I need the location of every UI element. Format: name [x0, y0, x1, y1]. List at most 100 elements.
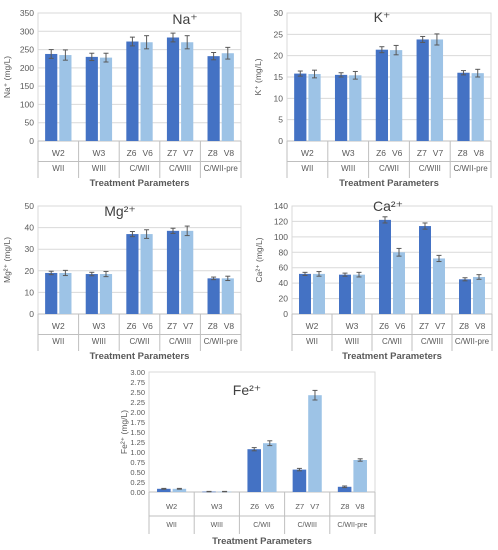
chart-fe-ytick-label: 1.75: [130, 418, 145, 427]
chart-na-bar: [99, 57, 113, 141]
chart-na-category-label: Z7: [167, 148, 177, 158]
chart-ca-ytick-label: 60: [279, 263, 289, 273]
chart-k-ytick-label: 20: [274, 51, 284, 61]
chart-fe-ytick-label: 2.75: [130, 378, 145, 387]
chart-k-bar: [390, 50, 403, 142]
chart-fe-bar: [263, 443, 277, 492]
chart-fe-category-label: Z7: [295, 502, 304, 511]
chart-mg-category-label: W2: [52, 321, 65, 331]
chart-k-bar: [457, 72, 470, 141]
chart-k-bar: [430, 39, 444, 141]
chart-mg-bar: [221, 278, 234, 314]
chart-fe-ytick-label: 3.00: [130, 368, 145, 377]
chart-ca-bar: [379, 219, 391, 314]
chart-ca-bar: [433, 258, 445, 314]
chart-ca-svg: 0 20 40 60 80 100 120 140 W2 WII W3 WIII Z6 V6 C/WII Z7…: [254, 198, 493, 362]
chart-k-ytick-label: 0: [278, 136, 283, 146]
chart-na-svg: 0 50 100 150 200 250 300 350 W2 WII W3 WIII Z6 V6 C/WI…: [2, 8, 242, 189]
chart-ca-y-axis-title: Ca²⁺ (mg/L): [254, 237, 264, 282]
chart-fe-bar: [172, 488, 187, 492]
chart-na-ytick-label: 100: [20, 99, 34, 109]
chart-fe-category-label: V8: [355, 502, 364, 511]
chart-k-bar: [334, 74, 348, 141]
chart-mg-group-label: WIII: [92, 337, 106, 346]
chart-k-group-label: WIII: [341, 164, 355, 173]
chart-k-category-label: Z7: [417, 148, 427, 158]
chart-ca-ytick-label: 20: [279, 294, 289, 304]
chart-fe-ytick-label: 1.25: [130, 438, 145, 447]
chart-ca-ytick-label: 100: [274, 232, 288, 242]
chart-mg-bar: [45, 272, 58, 314]
chart-k-category-label: Z8: [458, 148, 468, 158]
chart-mg: 0 10 20 30 40 50 W2 WII W3 WIII Z6 V6 C/WII Z7 V7 C/WII…: [0, 197, 245, 373]
chart-k-ytick-label: 30: [274, 8, 284, 18]
chart-k-svg: 0 5 10 15 20 25 30 W2 WII W3 WIII Z6 V6 C/WII Z7 V7 C/WI…: [253, 8, 492, 189]
chart-ca-x-axis-title: Treatment Parameters: [342, 351, 442, 362]
chart-ca-category-label: V6: [395, 321, 406, 331]
chart-mg-bar: [140, 234, 153, 314]
chart-na-y-axis-title: Na⁺ (mg/L): [2, 56, 12, 98]
chart-na-bar: [45, 53, 58, 141]
chart-ca-group-label: WIII: [345, 337, 359, 346]
chart-mg-category-label: V8: [224, 321, 235, 331]
chart-k-bar: [471, 73, 484, 141]
chart-fe-title: Fe²⁺: [233, 382, 261, 398]
chart-na-ytick-label: 300: [20, 26, 34, 36]
chart-fe-ytick-label: 2.50: [130, 388, 145, 397]
chart-k-group-label: WII: [301, 164, 313, 173]
chart-na-bar: [181, 42, 194, 141]
chart-na-ytick-label: 50: [25, 118, 35, 128]
chart-na-ytick-label: 150: [20, 81, 34, 91]
chart-fe-category-label: W3: [211, 502, 222, 511]
chart-fe-group-label: C/WII: [253, 522, 271, 529]
chart-fe-bar: [157, 488, 171, 492]
chart-mg-ytick-label: 50: [25, 201, 35, 211]
chart-na-bar: [207, 56, 220, 142]
chart-mg-title: Mg²⁺: [104, 203, 136, 219]
chart-mg-group-label: C/WIII: [169, 337, 191, 346]
chart-fe-ytick-label: 0.50: [130, 468, 145, 477]
chart-ca-category-label: V7: [435, 321, 446, 331]
chart-k-group-label: C/WIII: [419, 164, 441, 173]
chart-k-ytick-label: 15: [274, 72, 284, 82]
chart-ca-category-label: Z6: [379, 321, 389, 331]
chart-ca-category-label: Z8: [459, 321, 469, 331]
chart-na-ytick-label: 350: [20, 8, 34, 18]
chart-na-category-label: Z6: [127, 148, 137, 158]
chart-k-ytick-label: 10: [274, 93, 284, 103]
chart-k-ytick-label: 5: [278, 115, 283, 125]
chart-fe-category-label: Z6: [250, 502, 259, 511]
chart-fe-category-label: W2: [166, 502, 177, 511]
chart-fe-svg: 0.000.250.500.751.001.251.501.752.002.25…: [119, 368, 376, 547]
chart-k-bar: [308, 74, 321, 141]
chart-ca-ytick-label: 80: [279, 247, 289, 257]
chart-ca-bar: [419, 226, 431, 314]
chart-na-group-label: WII: [52, 164, 64, 173]
chart-fe-ytick-label: 0.00: [130, 488, 145, 497]
chart-na-ytick-label: 0: [29, 136, 34, 146]
chart-k-y-axis-title: K⁺ (mg/L): [253, 58, 263, 95]
chart-na-group-label: C/WII: [130, 164, 150, 173]
chart-k-group-label: C/WII-pre: [453, 164, 488, 173]
chart-k-group-label: C/WII: [379, 164, 399, 173]
chart-ca-ytick-label: 40: [279, 278, 289, 288]
chart-ca-bar: [299, 273, 311, 314]
chart-ca-category-label: V8: [475, 321, 486, 331]
chart-na-bar: [85, 56, 98, 142]
chart-ca-category-label: Z7: [419, 321, 429, 331]
chart-na-ytick-label: 250: [20, 45, 34, 55]
chart-mg-group-label: C/WII: [130, 337, 150, 346]
chart-ca-ytick-label: 0: [283, 309, 288, 319]
chart-ca-group-label: WII: [306, 337, 318, 346]
chart-fe: 0.00 0.25 0.50 0.75 1.00 1.25 1.50 1.75 2.00 2.25…: [117, 362, 379, 550]
chart-na-bar: [166, 37, 180, 142]
chart-ca-group-label: C/WII-pre: [455, 337, 490, 346]
chart-mg-ytick-label: 0: [29, 309, 34, 319]
chart-k-bar: [294, 73, 307, 141]
chart-fe-group-label: C/WIII: [297, 522, 316, 529]
chart-fe-plot-frame: [148, 371, 376, 493]
chart-fe-category-label: V7: [310, 502, 319, 511]
chart-k: 0 5 10 15 20 25 30 W2 WII W3 WIII Z6 V6 C/WII Z7 V7 C/WI…: [251, 0, 496, 195]
chart-fe-ytick-label: 1.50: [130, 428, 145, 437]
chart-fe-ytick-label: 0.25: [130, 478, 145, 487]
